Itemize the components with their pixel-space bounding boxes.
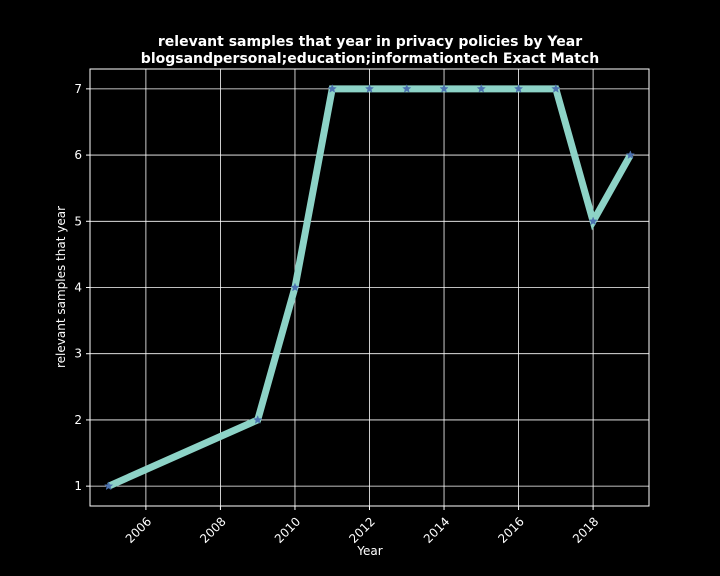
plot-frame <box>89 68 650 507</box>
data-point <box>402 83 412 93</box>
x-axis-label: Year <box>356 544 382 558</box>
y-axis-label: relevant samples that year <box>54 206 68 368</box>
y-tick-label: 4 <box>74 281 82 295</box>
y-tick-label: 2 <box>74 413 82 427</box>
data-point <box>103 481 114 491</box>
chart-title: relevant samples that year in privacy po… <box>158 34 582 50</box>
data-point <box>513 83 524 93</box>
data-point <box>625 150 636 160</box>
data-point <box>253 415 263 424</box>
data-point <box>327 83 337 93</box>
x-tick-label: 2008 <box>197 514 228 545</box>
data-point <box>551 83 561 93</box>
x-tick-label: 2012 <box>346 514 377 545</box>
y-tick-label: 7 <box>74 82 82 96</box>
series-line <box>107 85 634 490</box>
x-tick-label: 2006 <box>123 514 154 545</box>
x-tick-label: 2018 <box>570 514 601 545</box>
chart-subtitle: blogsandpersonal;education;informationte… <box>141 51 599 67</box>
x-tick-labels: 2006 2008 2010 2012 2014 2016 2018 <box>123 514 602 545</box>
x-tick-label: 2014 <box>421 514 452 545</box>
x-tick-label: 2010 <box>272 514 303 545</box>
y-tick-label: 6 <box>74 148 82 162</box>
data-point <box>364 83 375 93</box>
data-series <box>103 83 636 491</box>
grid <box>86 69 649 510</box>
y-tick-label: 5 <box>74 214 82 228</box>
y-tick-label: 3 <box>74 347 82 361</box>
y-tick-labels: 1 2 3 4 5 6 7 <box>74 82 82 493</box>
data-point <box>476 83 486 93</box>
x-tick-label: 2016 <box>495 514 526 545</box>
data-point <box>588 216 598 226</box>
y-tick-label: 1 <box>74 479 82 493</box>
data-point <box>290 282 300 292</box>
data-point <box>439 83 449 93</box>
